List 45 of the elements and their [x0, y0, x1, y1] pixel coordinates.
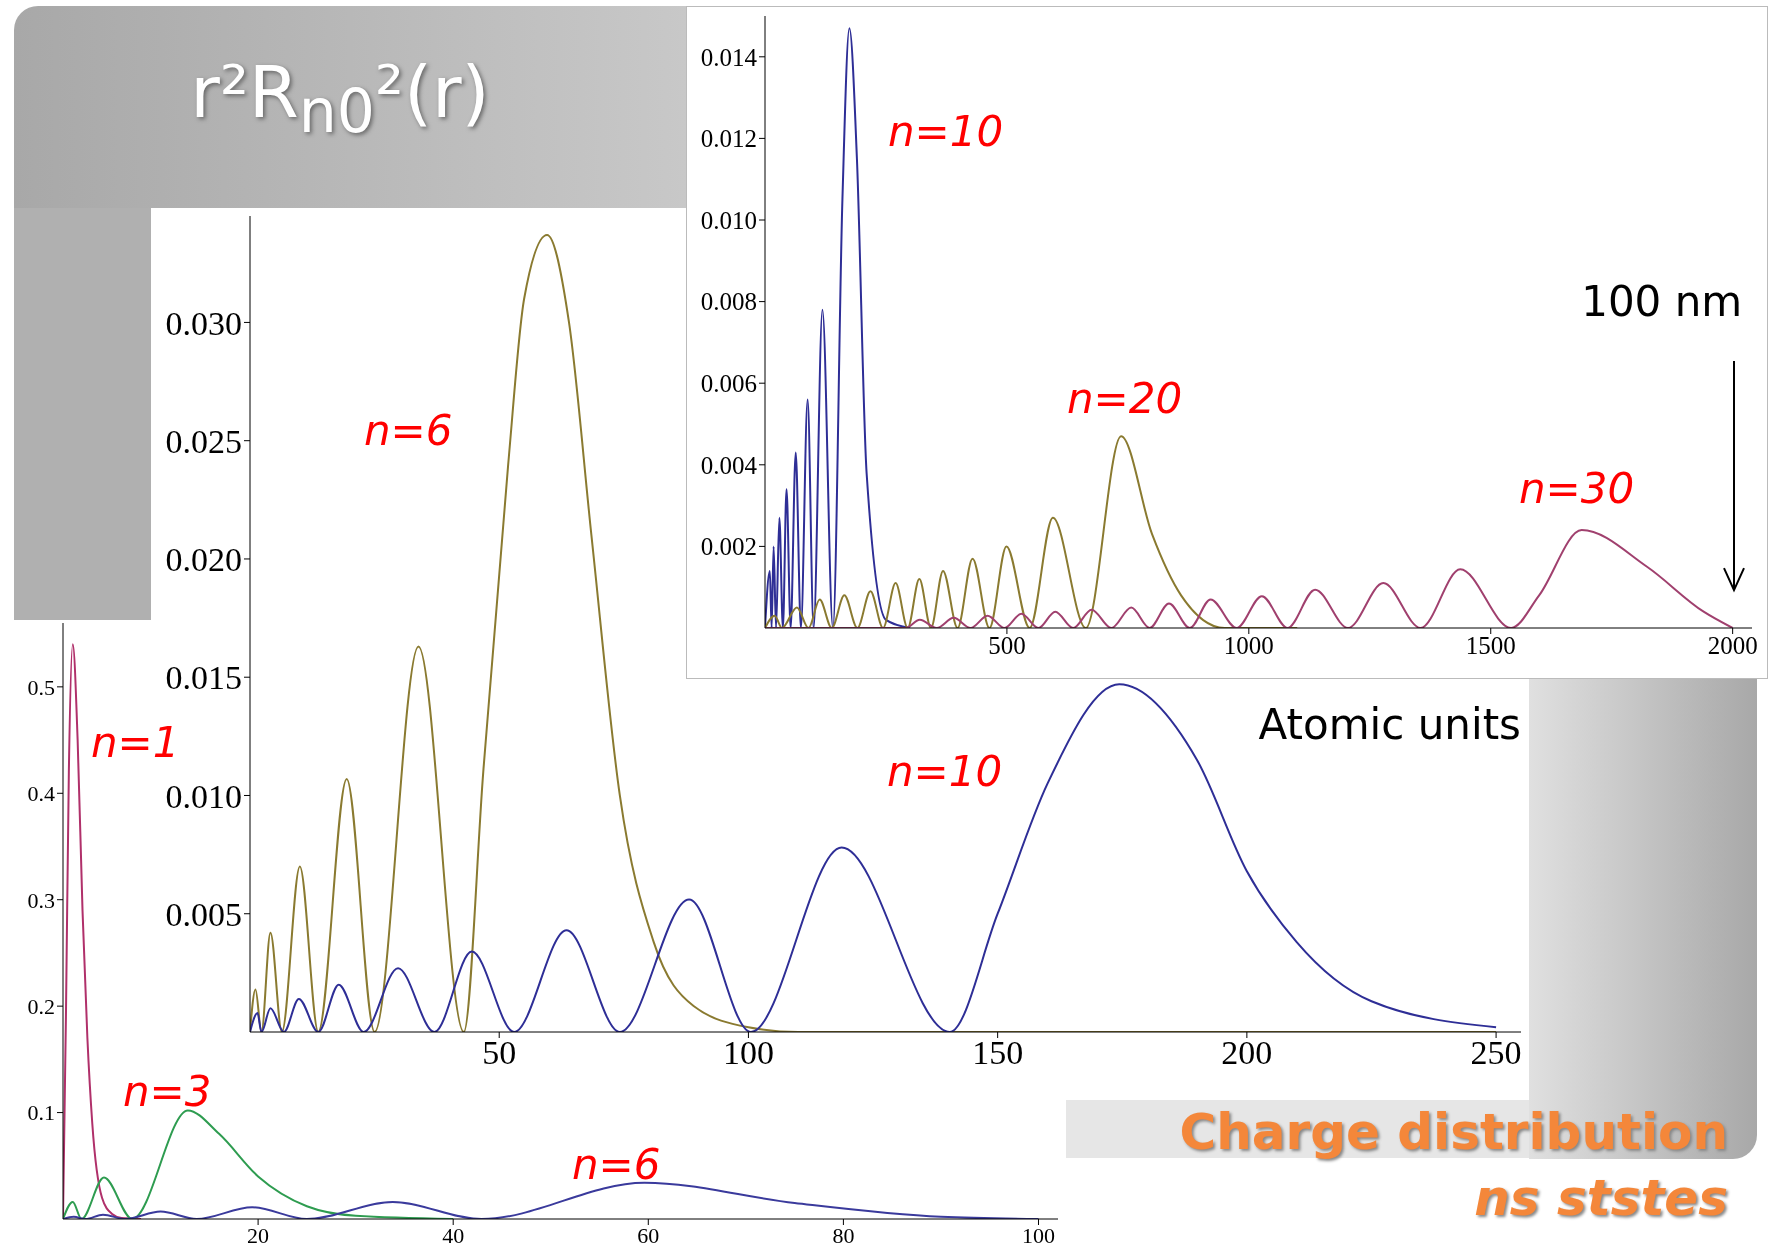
x-tick-label: 100	[1021, 1222, 1055, 1248]
y-tick-label: 0.008	[700, 288, 757, 316]
y-tick-label: 0.4	[27, 781, 55, 807]
x-tick-label: 100	[722, 1034, 774, 1072]
y-tick-label: 0.2	[27, 993, 55, 1019]
y-tick-label: 0.010	[700, 206, 757, 234]
series-label: n=1	[91, 718, 180, 767]
y-tick-label: 0.002	[700, 533, 757, 561]
x-tick-label: 1000	[1223, 631, 1274, 659]
y-tick-label: 0.010	[165, 777, 242, 815]
y-tick-label: 0.1	[27, 1100, 55, 1126]
x-tick-label: 2000	[1707, 631, 1758, 659]
y-tick-label: 0.3	[27, 887, 55, 913]
x-tick-label: 200	[1221, 1034, 1273, 1072]
x-tick-label: 80	[832, 1222, 855, 1248]
y-tick-label: 0.005	[165, 895, 242, 933]
x-tick-label: 1500	[1465, 631, 1516, 659]
x-tick-label: 20	[247, 1222, 270, 1248]
series-label: n=10	[888, 107, 1004, 156]
series-label: n=10	[887, 747, 1003, 796]
series-label: n=20	[1067, 374, 1183, 423]
y-tick-label: 0.020	[165, 541, 242, 579]
x-tick-label: 60	[637, 1222, 660, 1248]
chart-title: r²R$_{n0}$²(r)	[189, 50, 491, 147]
y-tick-label: 0.5	[27, 674, 55, 700]
series-label: n=6	[364, 406, 453, 455]
y-tick-label: 0.025	[165, 422, 242, 460]
x-tick-label: 150	[972, 1034, 1024, 1072]
x-tick-label: 500	[988, 631, 1026, 659]
text: Charge distribution	[1178, 1103, 1728, 1161]
y-tick-label: 0.014	[700, 43, 758, 71]
annotation: 100 nm	[1580, 277, 1743, 326]
series-label: n=30	[1519, 464, 1635, 513]
x-tick-label: 250	[1470, 1034, 1522, 1072]
y-tick-label: 0.030	[165, 304, 242, 342]
y-tick-label: 0.012	[700, 125, 757, 153]
x-tick-label: 50	[482, 1034, 517, 1072]
y-tick-label: 0.004	[700, 451, 758, 479]
series-label: n=3	[123, 1067, 212, 1116]
y-tick-label: 0.006	[700, 370, 757, 398]
series-label: n=6	[572, 1140, 661, 1189]
y-tick-label: 0.015	[165, 659, 242, 697]
text: ns ststes	[1474, 1169, 1728, 1227]
x-axis-title: Atomic units	[1258, 700, 1521, 749]
x-tick-label: 40	[442, 1222, 465, 1248]
